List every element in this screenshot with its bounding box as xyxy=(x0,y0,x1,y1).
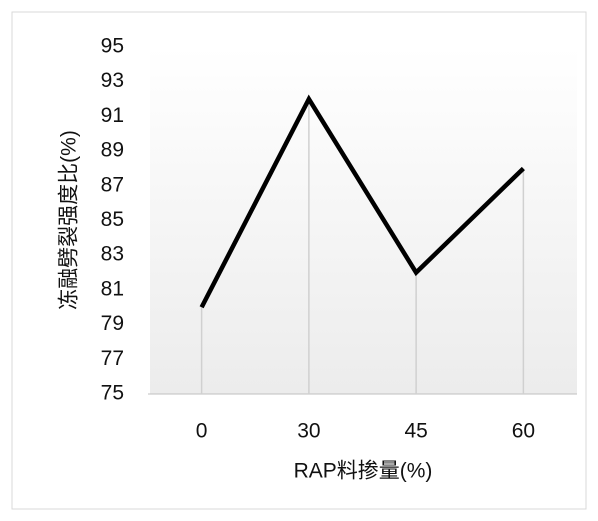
y-tick-label: 95 xyxy=(101,35,124,58)
y-tick-label: 83 xyxy=(101,243,124,266)
y-tick-label: 87 xyxy=(101,173,124,196)
y-tick-label: 77 xyxy=(101,347,124,370)
y-tick-label: 79 xyxy=(101,312,124,335)
y-tick-label: 93 xyxy=(101,69,124,92)
x-tick-label: 30 xyxy=(297,420,320,443)
x-axis-label: RAP料掺量(%) xyxy=(294,460,433,483)
x-tick-label: 0 xyxy=(196,420,208,443)
y-tick-label: 91 xyxy=(101,104,124,127)
y-tick-label: 89 xyxy=(101,139,124,162)
y-axis-label: 冻融劈裂强度比(%) xyxy=(58,130,81,310)
y-tick-label: 81 xyxy=(101,277,124,300)
x-tick-label: 45 xyxy=(404,420,427,443)
plot-area xyxy=(150,47,577,394)
y-tick-label: 75 xyxy=(101,382,124,405)
y-tick-label: 85 xyxy=(101,208,124,231)
x-tick-label: 60 xyxy=(512,420,535,443)
data-line xyxy=(199,94,525,309)
